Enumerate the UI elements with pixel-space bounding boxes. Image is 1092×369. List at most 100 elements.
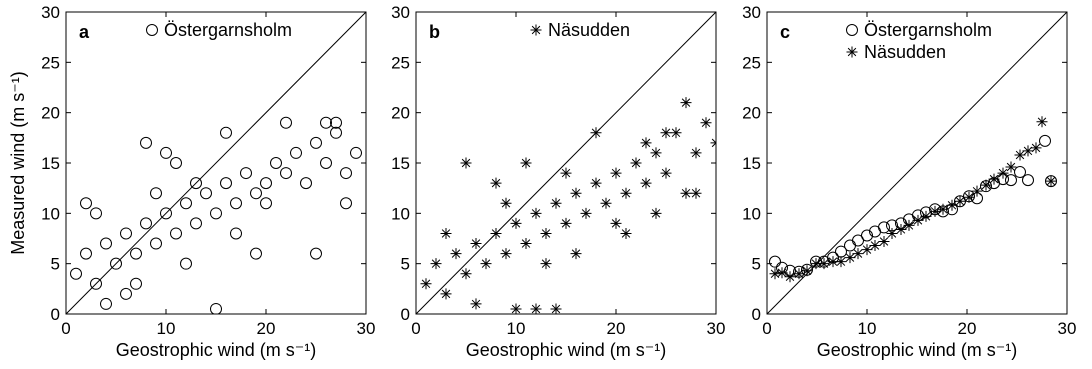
data-point-circle xyxy=(150,237,162,250)
data-point-circle xyxy=(210,207,222,220)
data-point-asterisk xyxy=(530,207,542,219)
data-point-asterisk xyxy=(590,127,602,139)
data-point-asterisk xyxy=(869,240,881,252)
data-point-asterisk xyxy=(1014,149,1026,161)
data-point-circle xyxy=(160,207,172,220)
data-point-circle xyxy=(170,227,182,240)
y-tick-label: 30 xyxy=(742,3,761,22)
data-point-asterisk xyxy=(650,147,662,159)
data-point-asterisk xyxy=(971,185,983,197)
y-tick-label: 0 xyxy=(752,305,761,324)
data-point-circle xyxy=(844,239,856,252)
data-point-asterisk xyxy=(844,252,856,264)
data-point-circle xyxy=(1005,174,1017,187)
y-tick-label: 10 xyxy=(41,204,60,223)
data-point-asterisk xyxy=(793,268,805,280)
data-point-asterisk xyxy=(460,268,472,280)
x-tick-label: 20 xyxy=(607,319,626,338)
x-tick-label: 10 xyxy=(157,319,176,338)
data-point-asterisk xyxy=(570,187,582,199)
data-point-circle xyxy=(280,116,292,129)
data-point-circle xyxy=(140,217,152,230)
data-point-circle xyxy=(861,229,873,242)
panel-label: b xyxy=(429,22,440,42)
legend-label: Östergarnsholm xyxy=(864,20,992,40)
data-point-circle xyxy=(310,136,322,149)
data-point-asterisk xyxy=(510,303,522,314)
data-point-circle xyxy=(330,116,342,129)
data-point-asterisk xyxy=(490,177,502,189)
y-tick-label: 20 xyxy=(742,104,761,123)
data-point-asterisk xyxy=(550,303,562,314)
x-tick-label: 30 xyxy=(357,319,376,338)
legend-marker-asterisk xyxy=(530,24,542,36)
data-point-asterisk xyxy=(1030,142,1042,154)
data-point-asterisk xyxy=(776,267,788,279)
y-tick-label: 0 xyxy=(51,305,60,324)
data-point-asterisk xyxy=(430,258,442,270)
data-point-circle xyxy=(210,302,222,314)
data-point-asterisk xyxy=(801,265,813,277)
data-point-asterisk xyxy=(784,271,796,283)
data-point-asterisk xyxy=(620,187,632,199)
data-point-asterisk xyxy=(690,147,702,159)
data-point-circle xyxy=(100,297,112,310)
panel-c: 0 10 20 30 0 5 10 15 20 25 30 c Geostrophic wind (m … xyxy=(742,3,1076,360)
legend-marker-asterisk xyxy=(846,46,858,58)
data-point-circle xyxy=(330,126,342,139)
panel-b: 0 10 20 30 0 5 10 15 20 25 30 b Geostrophic wind (m … xyxy=(391,3,725,360)
data-point-circle xyxy=(769,255,781,268)
reference-line-1to1 xyxy=(415,11,717,315)
data-point-asterisk xyxy=(680,97,692,109)
data-point-asterisk xyxy=(920,210,932,222)
data-point-circle xyxy=(1022,174,1034,187)
x-tick-label: 30 xyxy=(1058,319,1077,338)
data-point-asterisk xyxy=(861,244,873,256)
data-point-asterisk xyxy=(670,127,682,139)
data-point-circle xyxy=(350,146,362,159)
y-tick-label: 15 xyxy=(742,154,761,173)
data-point-asterisk xyxy=(680,187,692,199)
legend-label: Näsudden xyxy=(864,42,946,62)
data-point-circle xyxy=(120,287,132,300)
data-point-asterisk xyxy=(660,167,672,179)
data-point-circle xyxy=(320,116,332,129)
data-point-asterisk xyxy=(810,258,822,270)
data-point-asterisk xyxy=(630,157,642,169)
y-tick-label: 5 xyxy=(401,255,410,274)
data-point-asterisk xyxy=(480,258,492,270)
data-point-circle xyxy=(878,221,890,234)
data-point-asterisk xyxy=(420,278,432,290)
data-point-asterisk xyxy=(560,217,572,229)
data-point-asterisk xyxy=(690,187,702,199)
data-point-circle xyxy=(100,237,112,250)
data-point-circle xyxy=(160,146,172,159)
data-point-asterisk xyxy=(600,197,612,209)
data-point-asterisk xyxy=(470,238,482,250)
data-point-asterisk xyxy=(440,288,452,300)
y-tick-label: 30 xyxy=(41,3,60,22)
y-tick-label: 0 xyxy=(401,305,410,324)
x-tick-label: 30 xyxy=(707,319,726,338)
data-point-asterisk xyxy=(590,177,602,189)
x-axis-label: Geostrophic wind (m s⁻¹) xyxy=(466,340,667,360)
data-point-circle xyxy=(190,217,202,230)
data-point-circle xyxy=(110,257,122,270)
y-tick-label: 30 xyxy=(391,3,410,22)
data-point-asterisk xyxy=(580,207,592,219)
data-point-circle xyxy=(310,247,322,260)
data-points xyxy=(769,116,1057,283)
y-tick-label: 10 xyxy=(742,204,761,223)
data-point-circle xyxy=(320,157,332,169)
y-tick-label: 5 xyxy=(752,255,761,274)
data-point-circle xyxy=(852,234,864,247)
data-point-asterisk xyxy=(640,177,652,189)
y-tick-label: 25 xyxy=(391,53,410,72)
data-point-circle xyxy=(180,257,192,270)
data-point-asterisk xyxy=(912,214,924,226)
panel-label: a xyxy=(79,22,90,42)
data-point-asterisk xyxy=(903,219,915,231)
data-point-circle xyxy=(290,146,302,159)
data-point-circle xyxy=(90,277,102,290)
data-point-asterisk xyxy=(1036,116,1048,128)
